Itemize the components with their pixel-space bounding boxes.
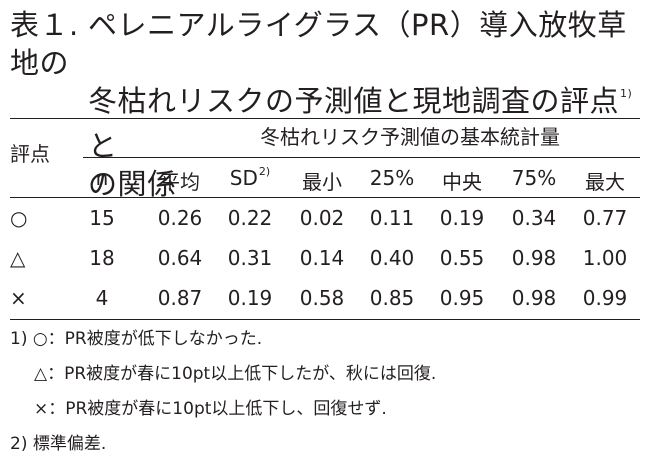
cell-mean: 0.64 [157, 246, 203, 270]
col-header-median: 中央 [442, 170, 482, 194]
footnote-1-triangle: △：PR被度が春に10pt以上低下したが、秋には回復. [34, 364, 437, 384]
row-mark: △ [10, 246, 26, 270]
table-top-rule [10, 118, 640, 119]
col-header-n: n [95, 166, 109, 190]
cell-min: 0.58 [299, 286, 345, 310]
col-header-sd-text: SD [229, 166, 258, 190]
caption-line-3: の関係 [10, 165, 650, 203]
row-header-score: 評点 [10, 142, 50, 166]
cell-n: 18 [89, 246, 115, 270]
cell-q3: 0.34 [511, 206, 557, 230]
caption-text-1: ペレニアルライグラス（PR）導入放牧草地の [10, 8, 627, 80]
cell-mean: 0.87 [157, 286, 203, 310]
row-mark: ○ [10, 206, 28, 230]
header-bottom-rule [10, 197, 640, 198]
col-header-sd: SD2) [220, 165, 280, 190]
cell-q3: 0.98 [511, 286, 557, 310]
cell-sd: 0.22 [227, 206, 273, 230]
group-header-rule [83, 157, 640, 158]
footnote-2: 2) 標準偏差. [10, 434, 107, 454]
col-header-sd-ref: 2) [258, 165, 271, 178]
col-header-min: 最小 [302, 170, 342, 194]
col-header-mean: 平均 [160, 170, 200, 194]
cell-max: 0.77 [582, 206, 628, 230]
cell-n: 4 [95, 286, 109, 310]
cell-min: 0.02 [299, 206, 345, 230]
caption-footnote-ref: 1) [620, 87, 633, 100]
col-header-max: 最大 [585, 170, 625, 194]
cell-q1: 0.85 [369, 286, 415, 310]
table-caption: 表１. ペレニアルライグラス（PR）導入放牧草地の 冬枯れリスクの予測値と現地調査… [10, 6, 650, 203]
cell-median: 0.55 [439, 246, 485, 270]
cell-q3: 0.98 [511, 246, 557, 270]
cell-q1: 0.11 [369, 206, 415, 230]
cell-sd: 0.31 [227, 246, 273, 270]
cell-sd: 0.19 [227, 286, 273, 310]
row-mark: × [10, 286, 27, 310]
group-header: 冬枯れリスク予測値の基本統計量 [260, 125, 560, 149]
footnote-1-cross: ×：PR被度が春に10pt以上低下し、回復せず. [34, 399, 387, 419]
cell-max: 1.00 [582, 246, 628, 270]
caption-text-3: の関係 [88, 167, 177, 201]
cell-n: 15 [89, 206, 115, 230]
cell-median: 0.95 [439, 286, 485, 310]
caption-line-1: 表１. ペレニアルライグラス（PR）導入放牧草地の [10, 6, 650, 82]
caption-label: 表１. [10, 8, 79, 42]
cell-max: 0.99 [582, 286, 628, 310]
col-header-q1: 25% [369, 166, 415, 190]
cell-median: 0.19 [439, 206, 485, 230]
footnotes: 1) ○：PR被度が低下しなかった. △：PR被度が春に10pt以上低下したが、… [10, 322, 436, 462]
cell-min: 0.14 [299, 246, 345, 270]
caption-text-2: 冬枯れリスクの予測値と現地調査の評点 [88, 84, 620, 118]
caption-line-2: 冬枯れリスクの予測値と現地調査の評点1)と [10, 82, 650, 165]
table-bottom-rule [10, 319, 640, 320]
col-header-q3: 75% [511, 166, 557, 190]
footnote-1: 1) ○：PR被度が低下しなかった. [10, 329, 263, 349]
cell-q1: 0.40 [369, 246, 415, 270]
cell-mean: 0.26 [157, 206, 203, 230]
